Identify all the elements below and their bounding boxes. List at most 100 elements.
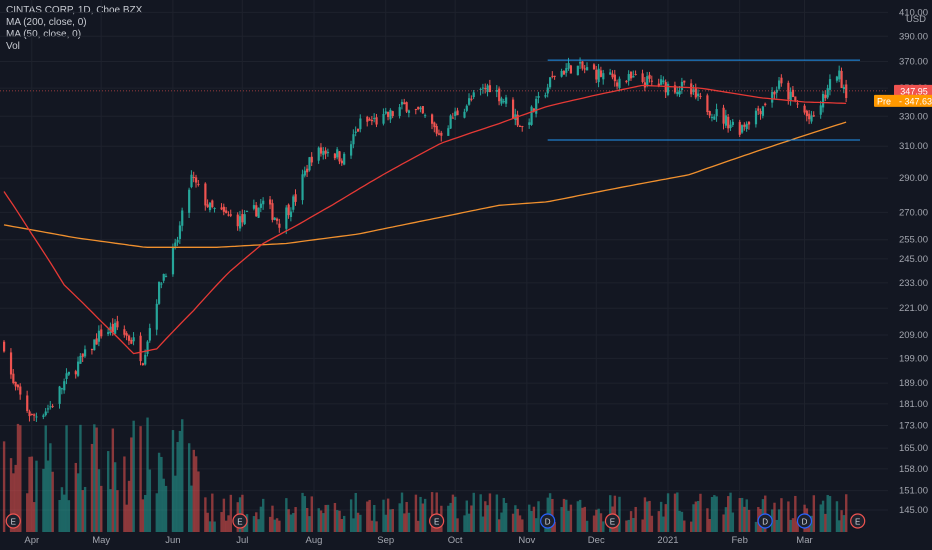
candle-body bbox=[79, 355, 82, 364]
volume-bar bbox=[160, 456, 163, 532]
candle-body bbox=[560, 70, 563, 77]
symbol-title[interactable]: CINTAS CORP, 1D, Cboe BZX bbox=[6, 5, 143, 16]
volume-bar bbox=[162, 478, 165, 532]
candle-body bbox=[67, 371, 70, 375]
last-price-value: 347.95 bbox=[900, 86, 928, 96]
volume-bar bbox=[683, 520, 686, 532]
volume-bar bbox=[2, 441, 6, 532]
volume-bar bbox=[278, 520, 281, 532]
volume-bar bbox=[255, 512, 258, 532]
candle-body bbox=[77, 361, 80, 376]
volume-bar bbox=[560, 507, 563, 532]
candle-body bbox=[660, 79, 663, 85]
volume-bar bbox=[338, 510, 341, 532]
volume-bar bbox=[305, 507, 309, 532]
volume-bar bbox=[289, 514, 293, 532]
candle-body bbox=[646, 76, 649, 86]
candle-body bbox=[794, 96, 797, 102]
candle-body bbox=[599, 70, 603, 77]
candle-body bbox=[338, 151, 341, 162]
volume-bar bbox=[673, 493, 677, 532]
volume-bar bbox=[706, 508, 709, 532]
candle-body bbox=[65, 373, 68, 380]
volume-bars bbox=[2, 417, 848, 532]
volume-bar bbox=[535, 518, 538, 532]
time-axis: Apr May Jun Jul Aug Sep Oct Nov Dec 2021 Feb Mar bbox=[24, 535, 812, 546]
event-marker-label: E bbox=[11, 518, 16, 527]
moving-averages bbox=[3, 84, 847, 355]
candle-body bbox=[468, 98, 471, 105]
volume-bar bbox=[835, 501, 839, 532]
volume-bar bbox=[375, 521, 378, 532]
candle-body bbox=[611, 73, 614, 78]
candle-body bbox=[465, 105, 468, 111]
volume-bar bbox=[287, 509, 290, 532]
volume-bar bbox=[634, 506, 637, 532]
candle-body bbox=[398, 107, 401, 116]
volume-bar bbox=[595, 509, 598, 532]
candle-body bbox=[324, 150, 327, 154]
candle-body bbox=[42, 415, 45, 417]
volume-bar bbox=[659, 501, 663, 532]
volume-bar bbox=[569, 504, 573, 532]
candle-body bbox=[236, 214, 239, 227]
event-marker-label: E bbox=[610, 518, 615, 527]
candle-body bbox=[662, 80, 665, 83]
candle-body bbox=[581, 61, 584, 69]
candle-body bbox=[796, 103, 799, 105]
volume-bar bbox=[197, 471, 200, 532]
candle-body bbox=[181, 210, 184, 226]
volume-bar bbox=[95, 427, 98, 532]
candle-body bbox=[114, 322, 117, 334]
volume-bar bbox=[773, 502, 776, 532]
event-marker-label: E bbox=[237, 518, 242, 527]
volume-bar bbox=[356, 512, 360, 532]
candle-body bbox=[812, 115, 815, 117]
candle-body bbox=[741, 125, 744, 133]
candle-body bbox=[745, 123, 748, 129]
volume-bar bbox=[28, 456, 31, 532]
volume-bar bbox=[213, 521, 216, 532]
candle-body bbox=[225, 210, 228, 213]
candle-body bbox=[213, 207, 216, 209]
volume-bar bbox=[479, 494, 482, 532]
volume-bar bbox=[405, 502, 408, 532]
candle-body bbox=[160, 283, 163, 285]
volume-bar bbox=[171, 430, 175, 532]
volume-bar bbox=[220, 512, 223, 532]
volume-bar bbox=[690, 521, 693, 532]
ma50-legend[interactable]: MA (50, close, 0) bbox=[6, 29, 82, 40]
candle-body bbox=[778, 80, 781, 89]
volume-bar bbox=[275, 518, 279, 532]
volume-bar bbox=[30, 456, 34, 532]
volume-bar bbox=[241, 494, 244, 532]
volume-bar bbox=[42, 468, 45, 532]
volume-bar bbox=[528, 504, 531, 532]
candle-body bbox=[773, 91, 776, 95]
volume-bar bbox=[155, 493, 158, 532]
candle-body bbox=[303, 170, 306, 176]
candle-body bbox=[125, 333, 128, 336]
candle-body bbox=[382, 113, 385, 124]
ma200-legend[interactable]: MA (200, close, 0) bbox=[6, 17, 87, 28]
candle-body bbox=[694, 88, 697, 98]
candle-body bbox=[706, 95, 709, 112]
currency-label: USD bbox=[906, 14, 926, 25]
candle-body bbox=[49, 406, 52, 408]
candle-body bbox=[387, 111, 390, 118]
volume-bar bbox=[100, 485, 103, 532]
volume-bar bbox=[76, 473, 80, 532]
candle-body bbox=[16, 384, 20, 388]
volume-bar bbox=[484, 501, 487, 532]
candle-body bbox=[391, 111, 394, 116]
volume-bar bbox=[373, 504, 376, 532]
volume-bar bbox=[618, 496, 621, 532]
candle-body bbox=[451, 117, 455, 119]
volume-bar bbox=[583, 506, 586, 532]
volume-bar bbox=[456, 518, 459, 532]
candle-body bbox=[208, 202, 212, 211]
y-tick-label: 221.00 bbox=[899, 303, 928, 314]
volume-legend[interactable]: Vol bbox=[6, 41, 20, 52]
y-tick-label: 370.00 bbox=[899, 56, 928, 67]
